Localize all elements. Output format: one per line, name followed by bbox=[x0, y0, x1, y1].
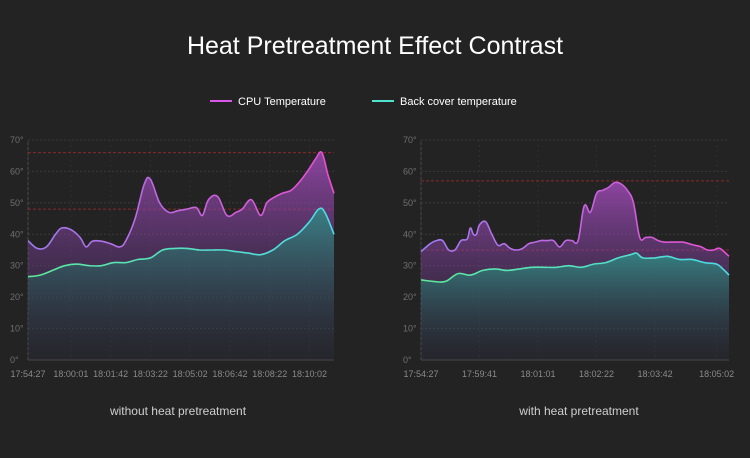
x-tick-label: 18:01:42 bbox=[93, 369, 128, 379]
x-tick-label: 17:54:27 bbox=[10, 369, 45, 379]
y-tick-label: 50° bbox=[403, 198, 417, 208]
legend-label-back-cover: Back cover temperature bbox=[400, 96, 517, 108]
chart-title: Heat Pretreatment Effect Contrast bbox=[186, 32, 564, 60]
x-tick-label: 18:00:01 bbox=[53, 369, 88, 379]
y-tick-label: 60° bbox=[403, 166, 417, 176]
x-tick-label: 18:06:42 bbox=[212, 369, 247, 379]
series-area-back-cover bbox=[421, 252, 729, 360]
legend-swatch-back-cover-icon bbox=[372, 100, 394, 103]
y-tick-label: 70° bbox=[403, 135, 417, 145]
legend-swatch-cpu-icon bbox=[210, 100, 232, 103]
x-tick-label: 18:03:42 bbox=[638, 369, 673, 379]
y-tick-label: 10° bbox=[10, 324, 24, 334]
series-area-back-cover bbox=[28, 208, 334, 360]
series-line-cpu bbox=[420, 181, 730, 257]
x-tick-label: 18:05:02 bbox=[699, 369, 734, 379]
x-tick-label: 18:10:02 bbox=[292, 369, 327, 379]
y-tick-label: 40° bbox=[10, 229, 24, 239]
x-tick-label: 18:01:01 bbox=[521, 369, 556, 379]
y-tick-label: 70° bbox=[10, 135, 24, 145]
legend-item-back-cover[interactable]: Back cover temperature bbox=[372, 94, 517, 110]
x-tick-label: 17:54:27 bbox=[403, 369, 438, 379]
y-tick-label: 20° bbox=[403, 292, 417, 302]
y-tick-label: 0° bbox=[10, 355, 19, 365]
y-tick-label: 30° bbox=[10, 261, 24, 271]
chart-with-pretreatment: 0° 10° 20° 30° 40° 50° 60° 70° 17:54:27 17:59:41 1… bbox=[403, 135, 734, 379]
series-line-cpu bbox=[27, 151, 335, 250]
chart-without-pretreatment: 0° 10° 20° 30° 40° 50° 60° 70° 17:54:27 18:00:01 1… bbox=[10, 135, 335, 379]
y-tick-label: 60° bbox=[10, 166, 24, 176]
series-line-back-cover bbox=[27, 207, 335, 278]
x-tick-label: 18:03:22 bbox=[133, 369, 168, 379]
y-tick-label: 10° bbox=[403, 324, 417, 334]
y-tick-label: 40° bbox=[403, 229, 417, 239]
x-tick-label: 17:59:41 bbox=[462, 369, 497, 379]
legend-item-cpu[interactable]: CPU Temperature bbox=[210, 94, 326, 110]
legend-label-cpu: CPU Temperature bbox=[238, 96, 326, 108]
caption-without-pretreatment: without heat pretreatment bbox=[109, 404, 247, 418]
x-tick-label: 18:05:02 bbox=[173, 369, 208, 379]
x-tick-label: 18:02:22 bbox=[579, 369, 614, 379]
series-line-back-cover bbox=[420, 252, 730, 283]
y-tick-label: 0° bbox=[403, 355, 412, 365]
y-tick-label: 30° bbox=[403, 261, 417, 271]
y-tick-label: 20° bbox=[10, 292, 24, 302]
x-tick-label: 18:08:22 bbox=[252, 369, 287, 379]
caption-with-pretreatment: with heat pretreatment bbox=[519, 404, 639, 418]
y-tick-label: 50° bbox=[10, 198, 24, 208]
